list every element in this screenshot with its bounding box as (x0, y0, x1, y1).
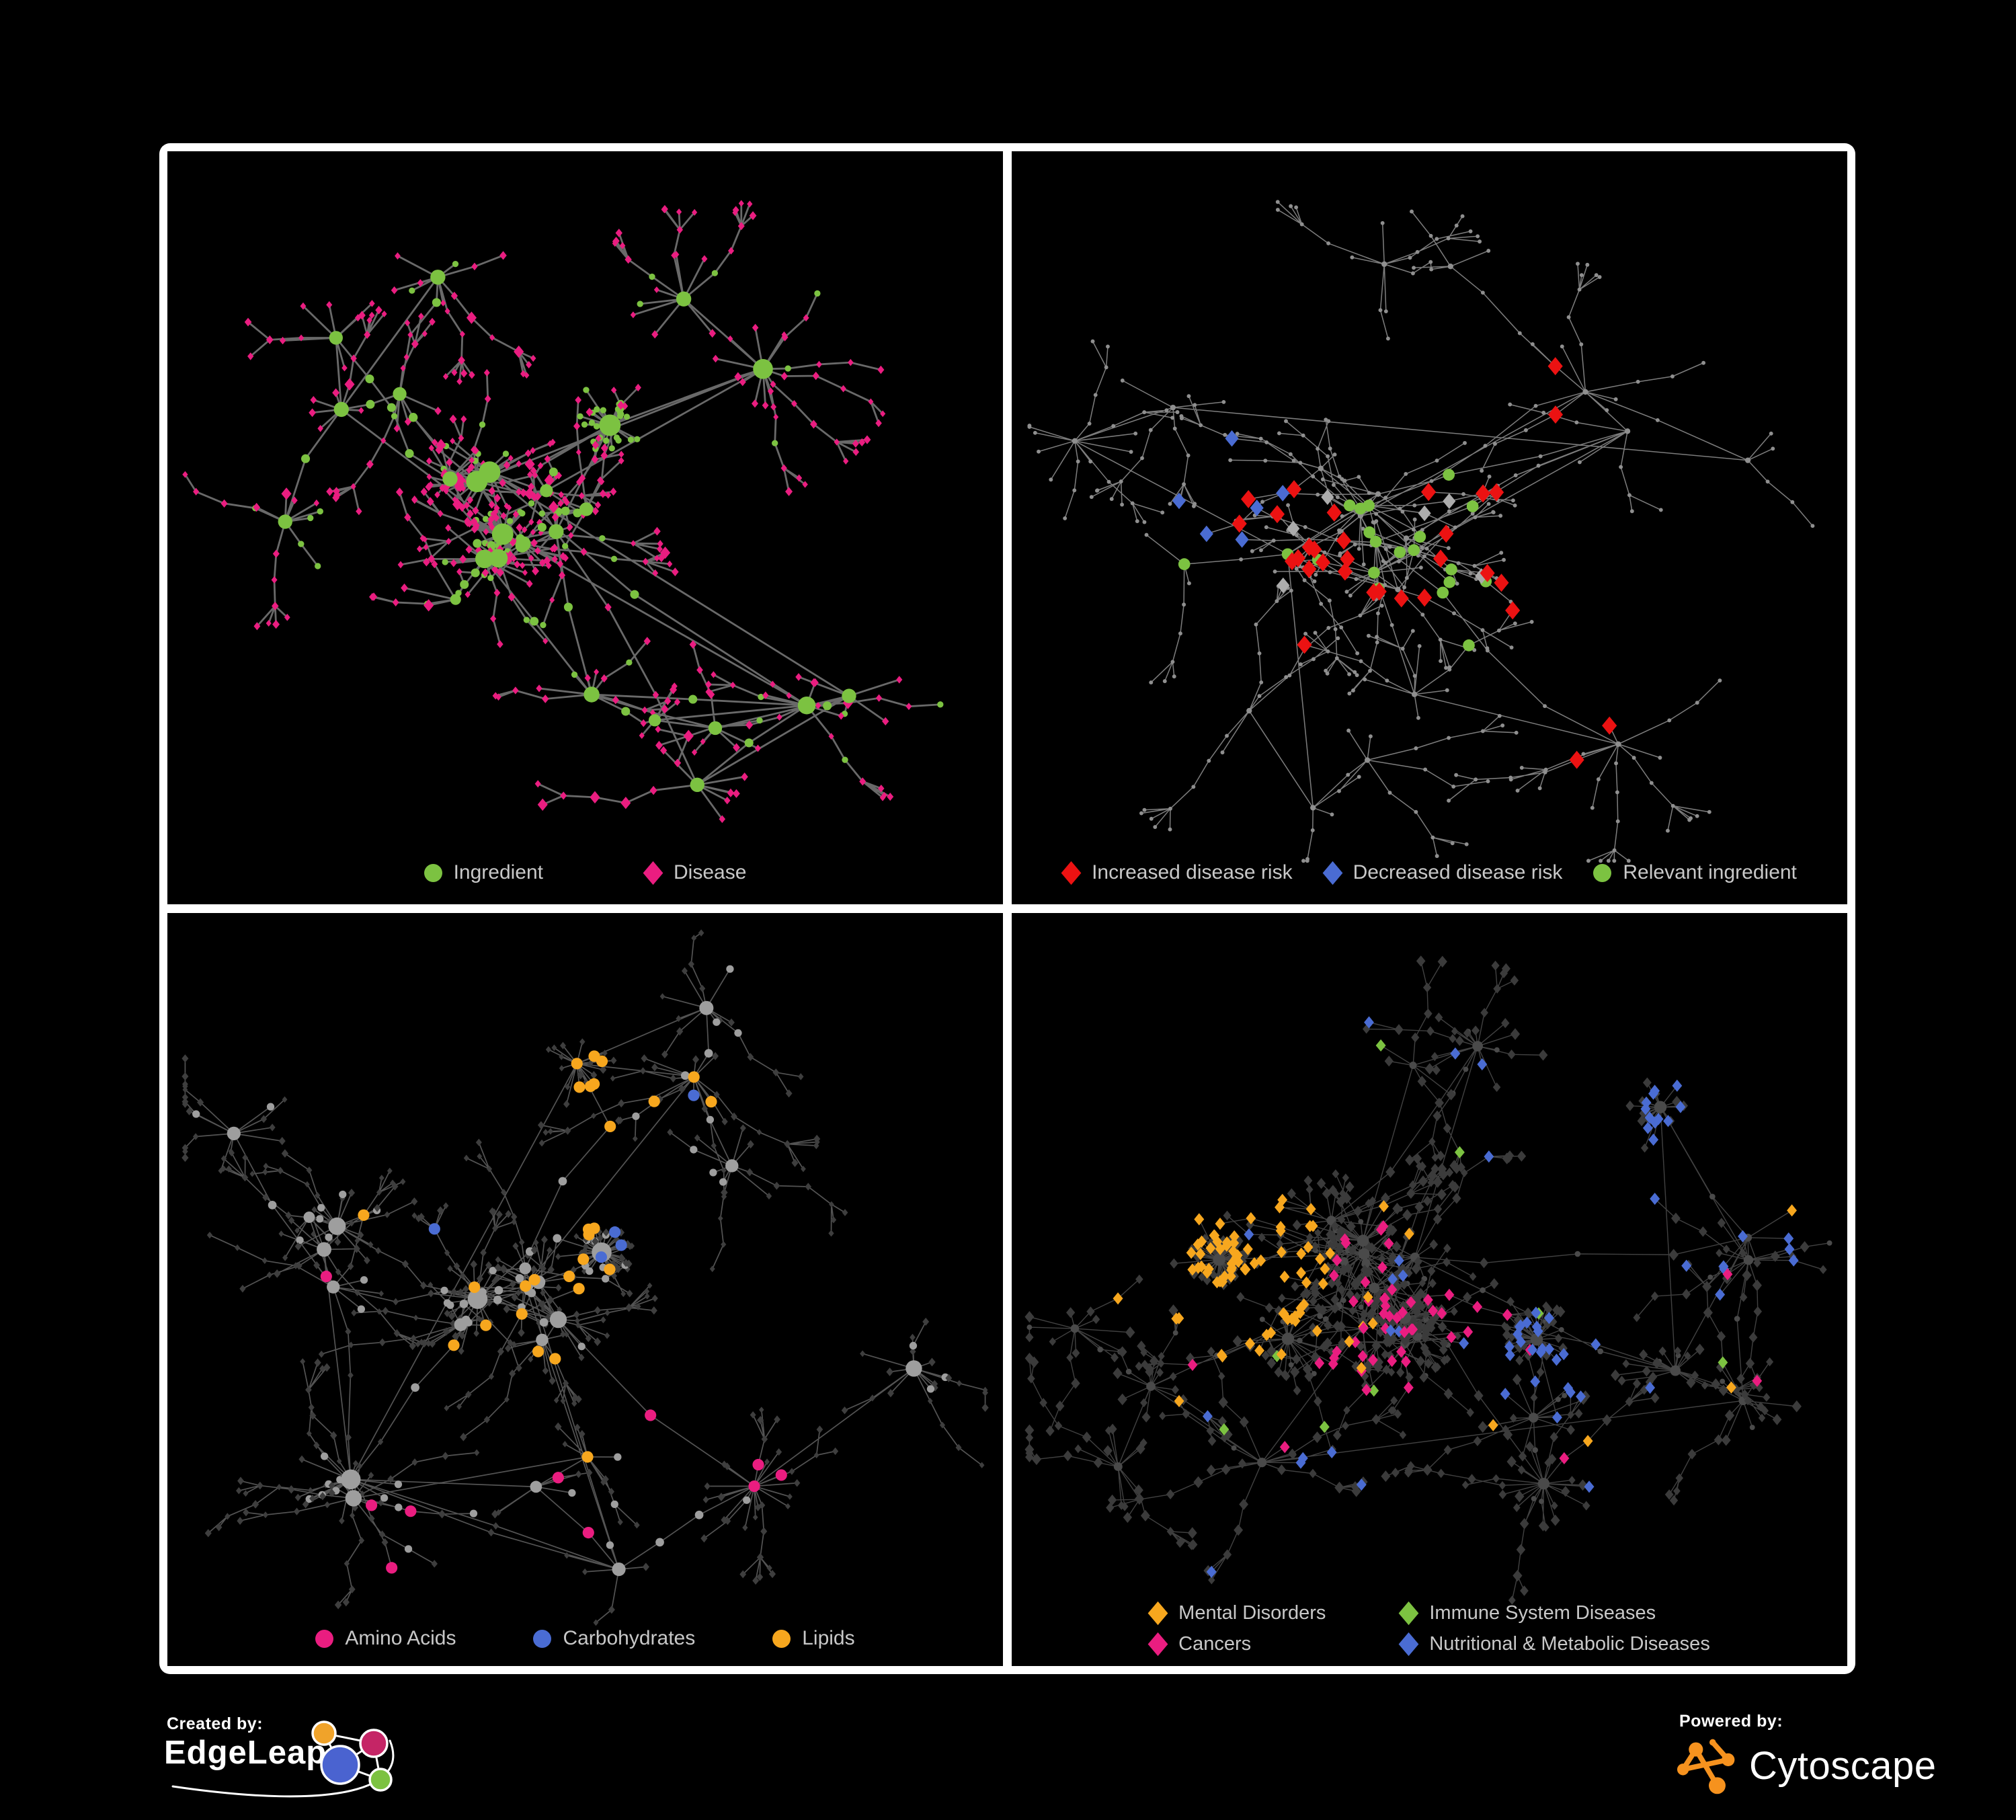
legend-label: Carbohydrates (563, 1627, 696, 1649)
cytoscape-logo-icon (1677, 1739, 1735, 1794)
amino-acids-circle-icon (315, 1629, 334, 1648)
network-graph-ingredient-disease (182, 200, 944, 824)
powered-by-label: Powered by: (1679, 1712, 1783, 1731)
legend-item: Cancers (1147, 1632, 1326, 1657)
legend-item: Disease (643, 861, 747, 885)
legend-ingredient-disease: Ingredient Disease (167, 861, 1003, 885)
legend-item: Carbohydrates (533, 1627, 695, 1650)
created-by-label: Created by: (167, 1714, 264, 1733)
legend-item: Relevant ingredient (1593, 861, 1797, 884)
legend-item: Decreased disease risk (1322, 861, 1563, 885)
legend-label: Ingredient (453, 861, 544, 883)
nutritional-metabolic-diseases-diamond-icon (1398, 1632, 1419, 1657)
legend-item: Mental Disorders (1147, 1601, 1326, 1626)
legend-label: Immune System Diseases (1429, 1602, 1656, 1624)
relevant-ingredient-circle-icon (1593, 863, 1612, 882)
edgeleap-brandrow: EdgeLeap (164, 1720, 395, 1798)
legend-label: Disease (674, 861, 747, 883)
legend-disease-risk: Increased disease risk Decreased disease… (1012, 861, 1847, 885)
increased-risk-diamond-icon (1061, 861, 1082, 885)
legend-item: Amino Acids (315, 1627, 456, 1650)
cytoscape-branding: Powered by: Cytoscape (1677, 1712, 1937, 1798)
panel-nutrient-classes: Amino Acids Carbohydrates Lipids (167, 913, 1003, 1666)
legend-label: Increased disease risk (1092, 861, 1293, 883)
edgeleap-wordmark: EdgeLeap (164, 1735, 327, 1771)
legend-label: Cancers (1178, 1633, 1252, 1655)
panel-disease-risk: Increased disease risk Decreased disease… (1012, 151, 1847, 904)
cancers-diamond-icon (1147, 1632, 1168, 1657)
edgeleap-branding: Created by: EdgeLeap (164, 1714, 395, 1798)
panel-grid-frame: Ingredient Disease Increased disease ris… (159, 143, 1855, 1674)
legend-item: Increased disease risk (1061, 861, 1293, 885)
network-graph-disease-risk (1027, 200, 1815, 863)
legend-label: Relevant ingredient (1623, 861, 1797, 883)
legend-disease-categories: Mental Disorders Immune System Diseases … (1012, 1601, 1847, 1657)
cytoscape-brandrow: Cytoscape (1677, 1734, 1937, 1798)
network-graph-nutrient-classes (182, 929, 989, 1626)
panel-disease-categories: Mental Disorders Immune System Diseases … (1012, 913, 1847, 1666)
legend-item: Lipids (772, 1627, 855, 1650)
network-graph-disease-categories (1024, 955, 1832, 1605)
decreased-risk-diamond-icon (1322, 861, 1342, 885)
legend-label: Nutritional & Metabolic Diseases (1429, 1633, 1710, 1655)
legend-label: Amino Acids (345, 1627, 456, 1649)
carbohydrates-circle-icon (533, 1629, 552, 1648)
immune-system-diseases-diamond-icon (1398, 1601, 1419, 1626)
disease-diamond-icon (643, 861, 663, 885)
panel-ingredient-disease: Ingredient Disease (167, 151, 1003, 904)
legend-item: Immune System Diseases (1398, 1601, 1709, 1626)
legend-label: Decreased disease risk (1353, 861, 1563, 883)
cytoscape-wordmark: Cytoscape (1749, 1744, 1937, 1788)
mental-disorders-diamond-icon (1147, 1601, 1168, 1626)
legend-nutrient-classes: Amino Acids Carbohydrates Lipids (167, 1627, 1003, 1650)
legend-item: Nutritional & Metabolic Diseases (1398, 1632, 1710, 1657)
legend-label: Mental Disorders (1178, 1602, 1326, 1624)
legend-item: Ingredient (424, 861, 543, 884)
lipids-circle-icon (772, 1629, 791, 1648)
legend-label: Lipids (802, 1627, 855, 1649)
edgeleap-logo-icon (171, 1720, 395, 1798)
ingredient-circle-icon (424, 863, 442, 882)
